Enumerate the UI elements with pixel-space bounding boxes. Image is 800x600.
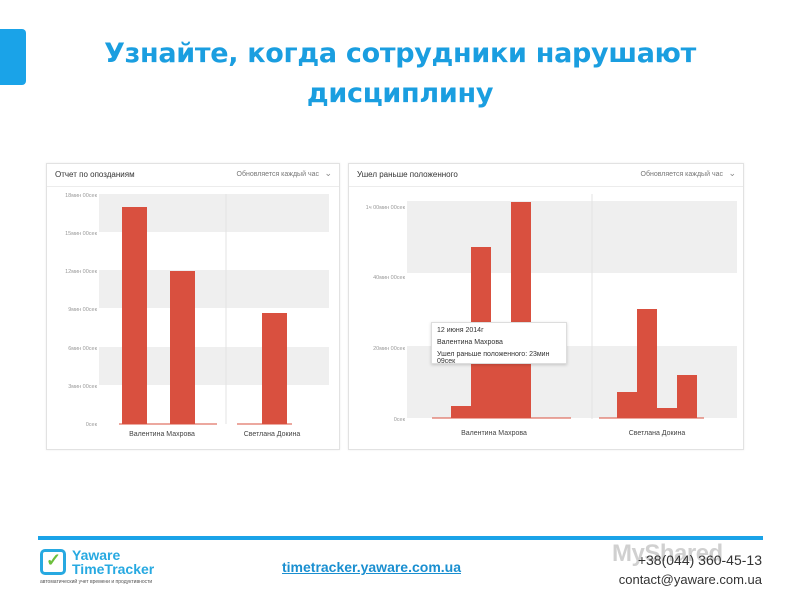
tooltip-value: Ушел раньше положенного: 23мин 09сек	[437, 351, 550, 365]
y-tick-label: 9мин 00сек	[68, 307, 97, 313]
logo-text-line2: TimeTracker	[72, 561, 155, 577]
website-link[interactable]: timetracker.yaware.com.ua	[282, 559, 461, 575]
logo-text-line1: Yaware	[72, 547, 121, 563]
accent-tab	[0, 29, 26, 85]
bar	[677, 375, 697, 418]
yaware-logo: ✓ Yaware TimeTracker автоматический учет…	[40, 547, 170, 587]
y-tick-label: 6мин 00сек	[68, 346, 97, 352]
y-tick-label: 1ч 00мин 00сек	[366, 205, 406, 211]
category-label: Валентина Махрова	[461, 430, 527, 437]
slide-title: Узнайте, когда сотрудники нарушают дисци…	[104, 38, 696, 109]
bar	[637, 309, 657, 418]
y-tick-label: 20мин 00сек	[373, 346, 405, 352]
panel-header: Ушел раньше положенного Обновляется кажд…	[349, 164, 743, 187]
chart-tooltip: 12 июня 2014г Валентина Махрова Ушел ран…	[431, 322, 567, 365]
contact-phone: +38(044) 360-45-13	[637, 552, 762, 568]
category-label: Валентина Махрова	[129, 431, 195, 438]
update-interval-label[interactable]: Обновляется каждый час	[236, 171, 319, 178]
late-report-panel: Отчет по опозданиям Обновляется каждый ч…	[46, 163, 340, 450]
bar	[262, 313, 287, 424]
late-chart: 0сек 3мин 00сек 6мин 00сек 9мин 00сек 12…	[65, 193, 329, 438]
bar	[617, 392, 637, 418]
footer-divider	[38, 536, 763, 540]
category-label: Светлана Докина	[244, 431, 301, 438]
y-tick-label: 0сек	[394, 417, 406, 423]
panel-header: Отчет по опозданиям Обновляется каждый ч…	[47, 164, 339, 187]
y-tick-label: 15мин 00сек	[65, 231, 97, 237]
contact-email[interactable]: contact@yaware.com.ua	[618, 572, 762, 587]
logo-tagline: автоматический учет времени и продуктивн…	[40, 579, 153, 585]
yaware-logo-icon: ✓	[40, 549, 66, 575]
bar	[451, 406, 471, 418]
tooltip-date: 12 июня 2014г	[437, 327, 484, 334]
panel-title: Ушел раньше положенного	[357, 170, 458, 179]
y-tick-label: 3мин 00сек	[68, 384, 97, 390]
panel-title: Отчет по опозданиям	[55, 170, 135, 179]
chevron-down-icon[interactable]: ⌄	[324, 168, 332, 178]
tooltip-name: Валентина Махрова	[437, 339, 503, 346]
left-early-panel: Ушел раньше положенного Обновляется кажд…	[348, 163, 744, 450]
bar	[122, 207, 147, 424]
y-tick-label: 40мин 00сек	[373, 275, 405, 281]
update-interval-label[interactable]: Обновляется каждый час	[640, 171, 723, 178]
grid-band	[407, 201, 737, 273]
watermark: MyShared	[612, 540, 723, 567]
chevron-down-icon[interactable]: ⌄	[728, 168, 736, 178]
bar	[170, 271, 195, 424]
category-label: Светлана Докина	[629, 430, 686, 437]
bar	[657, 408, 677, 418]
y-tick-label: 18мин 00сек	[65, 193, 97, 199]
left-early-chart: 0сек 20мин 00сек 40мин 00сек 1ч 00мин 00…	[366, 194, 737, 437]
y-tick-label: 12мин 00сек	[65, 269, 97, 275]
y-tick-label: 0сек	[86, 422, 98, 428]
bar	[511, 202, 531, 418]
